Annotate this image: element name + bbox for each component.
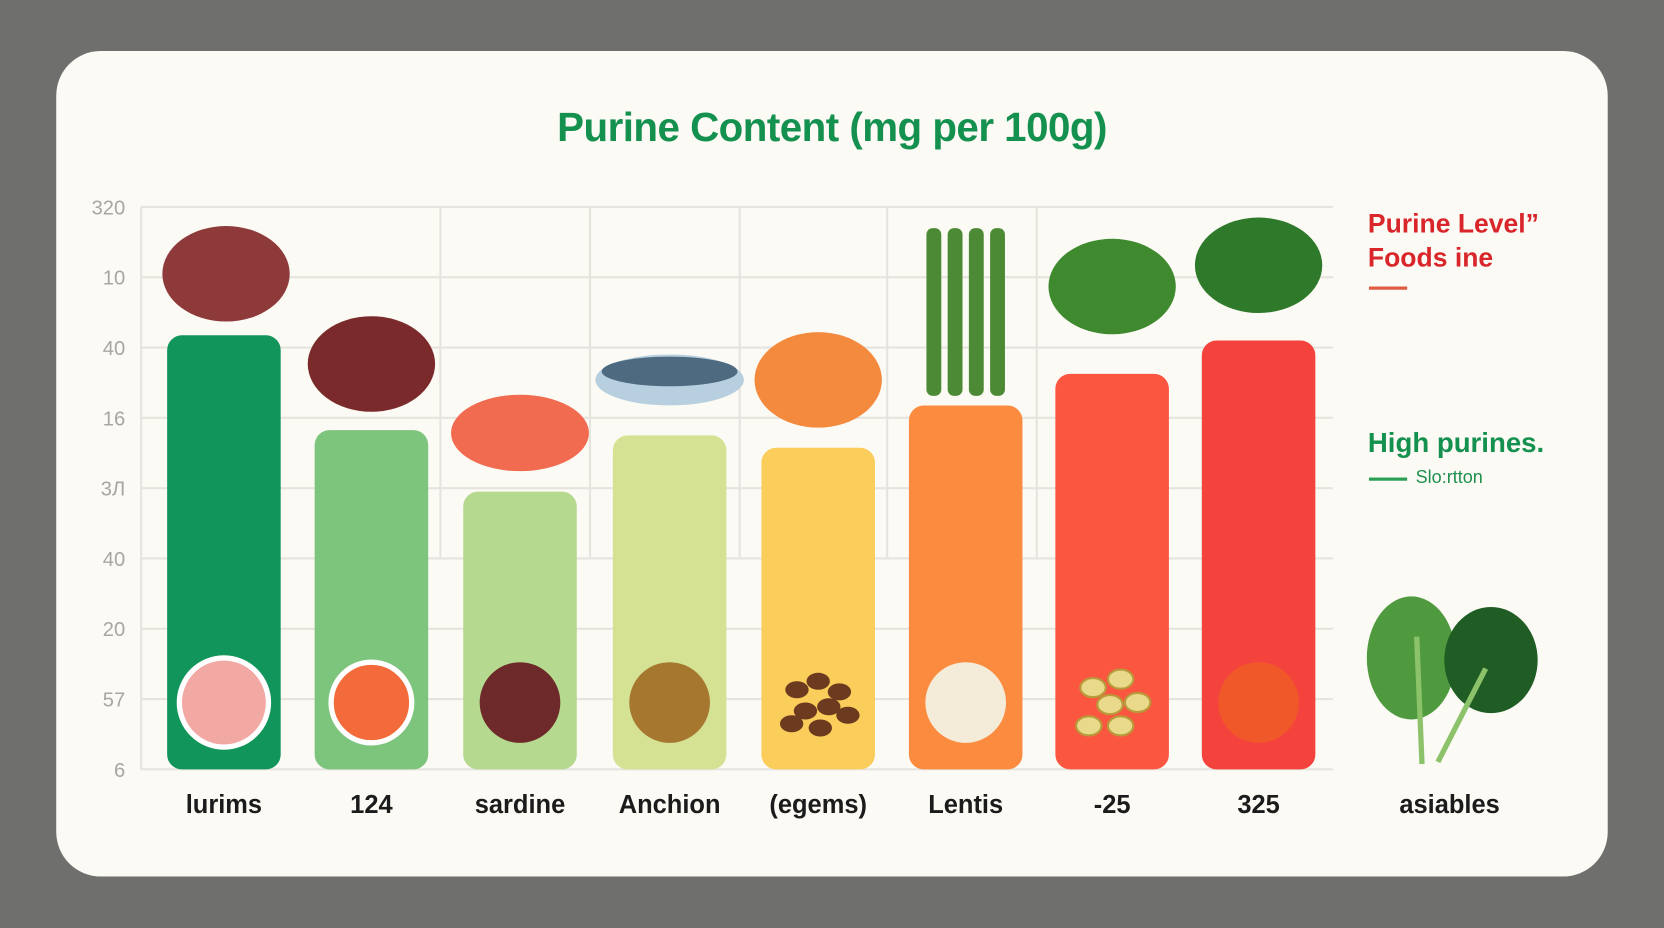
seed (1096, 694, 1124, 716)
legend-line-2: Foods ine (1367, 243, 1494, 273)
fruit (479, 662, 561, 743)
y-tick-label: 10 (103, 268, 125, 290)
x-tick-label: Lentis (928, 791, 1003, 819)
y-tick-label: 20 (103, 619, 125, 641)
x-tick-label: (egems) (769, 791, 867, 819)
shape (1048, 238, 1176, 335)
leaf (1366, 596, 1456, 720)
x-tick-label: sardine (475, 791, 566, 819)
egg-icon (925, 662, 1007, 743)
seed (1106, 715, 1135, 737)
stem (1414, 636, 1425, 765)
stem (1435, 667, 1489, 764)
fish-back (601, 356, 738, 387)
x-tick-label-extra: asiables (1399, 791, 1499, 819)
seeds-icon (1074, 668, 1152, 737)
legend-line-1: Purine Level” (1367, 209, 1539, 239)
stalk (926, 228, 942, 396)
y-tick-label: 3Л (101, 479, 125, 501)
kiwi-icon (629, 662, 710, 743)
orange-icon (328, 659, 415, 746)
bar-0 (167, 335, 281, 770)
x-tick-label: -25 (1094, 791, 1131, 819)
fruit (629, 662, 710, 743)
shape (754, 332, 882, 428)
fruit (328, 659, 415, 746)
plum-icon (479, 662, 561, 743)
stalk (968, 228, 984, 396)
seed (1123, 691, 1152, 714)
y-tick-label: 40 (103, 338, 125, 360)
asparagus-icon (926, 228, 1005, 396)
tomato-icon (1218, 662, 1299, 743)
bar-6 (1055, 373, 1169, 770)
bean (779, 715, 804, 733)
bean (808, 719, 832, 737)
legend-high-purines: High purines. (1367, 426, 1545, 459)
x-tick-label: 325 (1237, 791, 1279, 819)
grapefruit-icon (176, 655, 272, 750)
legend-swatch-green (1368, 477, 1408, 481)
bean (817, 698, 841, 716)
legend-high-level: Purine Level” Foods ine (1368, 207, 1539, 275)
bean (836, 706, 860, 724)
x-tick-label: 124 (350, 791, 393, 819)
y-tick-label: 40 (103, 549, 125, 571)
leaf (1444, 607, 1538, 714)
salmon-steak-icon (451, 394, 589, 472)
broccoli-icon (1048, 238, 1176, 335)
y-tick-label: 6 (114, 760, 125, 782)
x-tick-label: lurims (186, 791, 262, 819)
fish-icon (595, 354, 744, 406)
stalk (947, 228, 963, 396)
seed (1079, 677, 1107, 699)
shape (451, 394, 589, 472)
seed (1074, 715, 1103, 737)
legend-swatch-red (1368, 286, 1408, 290)
liver-icon (162, 226, 290, 322)
x-tick-label: Anchion (619, 791, 721, 819)
bar-7 (1201, 340, 1316, 770)
spinach-leaves-icon (1366, 596, 1538, 765)
spinach-icon (1194, 217, 1323, 314)
chart-title: Purine Content (mg per 100g) (557, 106, 1107, 151)
fruit (1218, 662, 1299, 743)
bean (827, 683, 852, 701)
shrimp-icon (754, 332, 882, 428)
stalk (990, 228, 1005, 396)
bean (785, 681, 809, 699)
shape (307, 316, 436, 412)
legend-sub-label: Slo:rtton (1415, 466, 1483, 488)
shape (162, 226, 290, 322)
fruit (925, 662, 1007, 743)
coffee-beans-icon (779, 672, 860, 737)
bean (793, 702, 818, 720)
kidney-icon (307, 316, 436, 412)
seed (1106, 668, 1135, 690)
shape (1194, 217, 1323, 314)
y-tick-label: 320 (92, 197, 126, 219)
bean (806, 672, 830, 690)
y-tick-label: 57 (103, 689, 125, 711)
fruit (176, 655, 272, 750)
y-tick-label: 16 (103, 408, 125, 430)
